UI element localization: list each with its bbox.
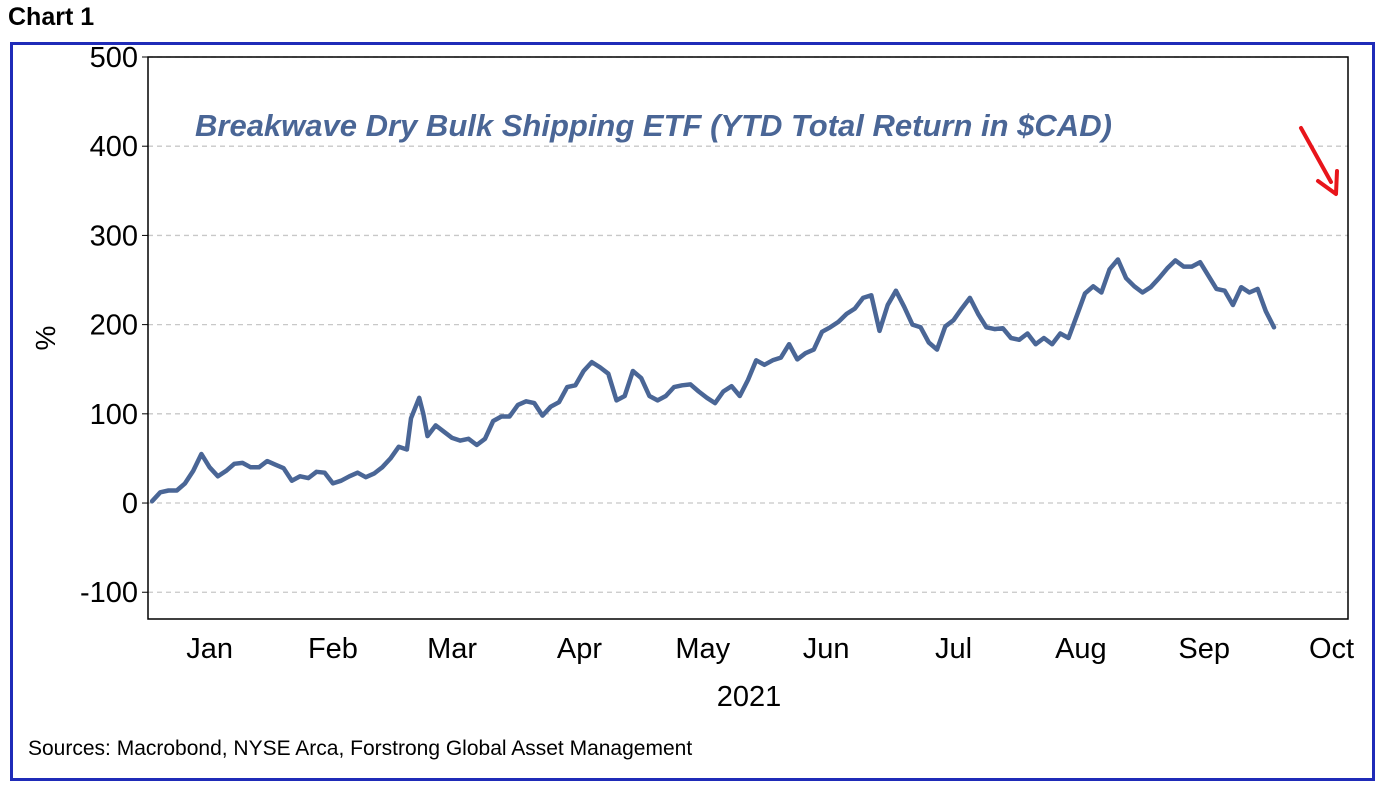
x-tick-label: Feb	[308, 633, 358, 665]
y-tick-label: 0	[122, 488, 138, 520]
x-tick-label: Jun	[803, 633, 850, 665]
y-tick-label: 500	[90, 42, 138, 74]
source-note: Sources: Macrobond, NYSE Arca, Forstrong…	[28, 737, 693, 760]
plot-area	[147, 56, 1349, 620]
y-tick-label: 100	[90, 399, 138, 431]
x-tick-label: Apr	[557, 633, 602, 665]
y-axis-label: %	[30, 326, 61, 351]
y-tick-label: 400	[90, 131, 138, 163]
y-tick-labels: -100 0 100 200 300 400 500	[80, 42, 148, 609]
x-tick-label: May	[675, 633, 730, 665]
down-arrow-icon	[1299, 126, 1339, 196]
chart-frame	[10, 42, 1375, 781]
x-tick-label: Oct	[1309, 633, 1354, 665]
y-tick-label: -100	[80, 577, 138, 609]
x-tick-label: Jan	[186, 633, 233, 665]
series-line	[149, 257, 1277, 504]
x-axis-label: 2021	[717, 681, 782, 713]
x-tick-label: Sep	[1178, 633, 1230, 665]
x-tick-label: Jul	[935, 633, 972, 665]
x-tick-label: Aug	[1055, 633, 1107, 665]
page-heading: Chart 1	[8, 3, 95, 31]
y-tick-label: 300	[90, 220, 138, 252]
y-tick-label: 200	[90, 310, 138, 342]
x-tick-labels: Jan Feb Mar Apr May Jun Jul Aug Sep Oct	[186, 633, 1354, 665]
chart-title: Breakwave Dry Bulk Shipping ETF (YTD Tot…	[195, 108, 1112, 143]
x-tick-label: Mar	[427, 633, 477, 665]
